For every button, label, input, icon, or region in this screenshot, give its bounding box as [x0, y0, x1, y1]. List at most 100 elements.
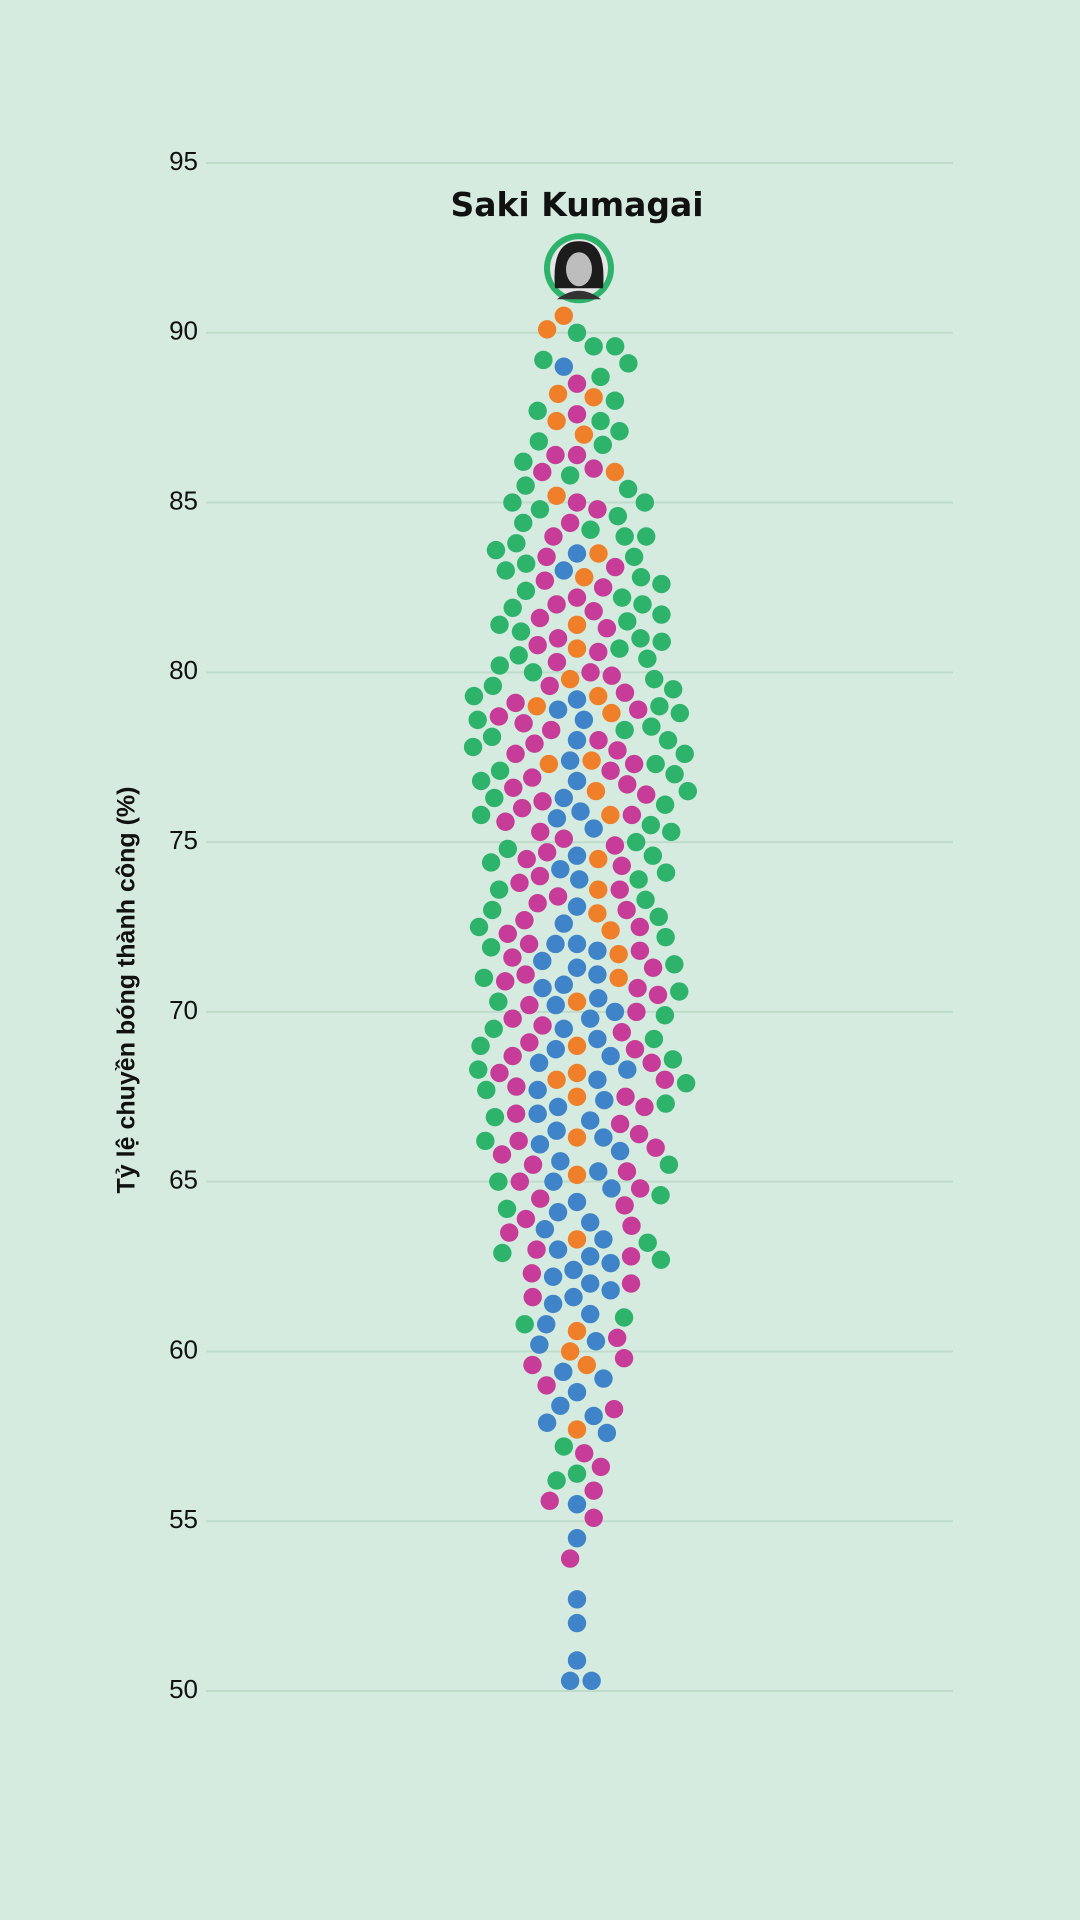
y-tick-label: 55 — [169, 1504, 198, 1534]
dot — [646, 754, 665, 774]
dot — [523, 1155, 543, 1174]
dot — [591, 1457, 611, 1477]
dot — [567, 323, 587, 342]
dot — [588, 965, 607, 984]
dot — [649, 907, 668, 927]
dot — [537, 1376, 556, 1395]
dot — [637, 527, 656, 546]
dot — [514, 452, 533, 472]
dot — [581, 1304, 600, 1324]
dot — [481, 938, 501, 957]
dot — [528, 894, 547, 913]
dot — [630, 1179, 650, 1198]
dot — [529, 432, 549, 451]
dot — [567, 615, 587, 634]
dot — [646, 1138, 665, 1157]
dot — [644, 1029, 664, 1049]
dot — [496, 972, 515, 991]
y-tick-label: 95 — [169, 146, 198, 176]
dot — [560, 1342, 580, 1361]
dot — [535, 571, 555, 590]
dot — [638, 1233, 657, 1252]
dot — [589, 989, 608, 1008]
dot — [530, 1335, 549, 1354]
dot — [540, 676, 559, 696]
dot — [589, 731, 608, 750]
dot — [618, 1060, 637, 1079]
dot — [492, 1145, 512, 1164]
dot — [546, 934, 565, 954]
dot — [516, 476, 535, 495]
dot — [575, 1444, 594, 1463]
dot — [567, 445, 587, 465]
dot — [591, 367, 610, 387]
dot — [486, 540, 506, 560]
dot — [582, 751, 601, 770]
dot — [498, 924, 517, 943]
dot — [628, 700, 648, 719]
dot — [605, 836, 625, 855]
dot — [514, 714, 533, 733]
dot — [511, 622, 531, 641]
dot — [635, 493, 654, 512]
dot — [567, 405, 587, 424]
dot — [588, 1029, 607, 1049]
dot — [546, 1040, 565, 1059]
y-tick-label: 70 — [169, 995, 198, 1025]
dot — [547, 1471, 566, 1490]
dot — [582, 1671, 601, 1691]
dot — [633, 595, 652, 614]
dot — [618, 479, 638, 499]
dot — [529, 1053, 549, 1073]
dot — [605, 557, 625, 577]
dot — [567, 690, 587, 709]
dot — [567, 1590, 587, 1609]
dot — [652, 605, 671, 624]
dot — [651, 1250, 671, 1269]
dot — [540, 1491, 559, 1511]
dot — [496, 561, 515, 580]
dot — [535, 1220, 555, 1239]
dot — [589, 849, 608, 869]
dot — [509, 1131, 528, 1151]
dot — [614, 1349, 634, 1368]
dot — [570, 870, 589, 889]
y-tick-label: 80 — [169, 655, 198, 685]
dot — [504, 778, 523, 797]
dot — [547, 486, 566, 505]
dot — [602, 666, 621, 685]
dot — [567, 934, 587, 954]
dot — [528, 401, 547, 421]
dot — [510, 873, 529, 893]
dot — [581, 1213, 600, 1232]
dot — [509, 646, 528, 665]
dot — [571, 802, 590, 821]
dot — [615, 1196, 634, 1215]
dot — [567, 1128, 587, 1147]
dot — [481, 853, 501, 872]
dot — [635, 1097, 654, 1117]
dot — [625, 1040, 645, 1059]
dot — [615, 527, 634, 546]
dot — [652, 632, 671, 651]
dot — [554, 306, 573, 325]
dot — [554, 1019, 573, 1039]
dot — [584, 1406, 603, 1426]
dot — [624, 547, 644, 567]
dot — [469, 1060, 488, 1079]
dot — [663, 1050, 683, 1069]
y-tick-label: 50 — [169, 1674, 198, 1704]
dot — [464, 686, 484, 706]
dot — [631, 568, 651, 587]
dot — [645, 669, 664, 689]
dot — [567, 1529, 587, 1548]
dot — [597, 618, 617, 638]
dot — [610, 422, 629, 441]
dot — [543, 1267, 563, 1286]
dot — [527, 697, 547, 716]
dot — [554, 561, 573, 580]
dot — [589, 1162, 608, 1181]
dot — [489, 880, 509, 899]
dot — [567, 1613, 587, 1633]
dot — [581, 1009, 600, 1028]
